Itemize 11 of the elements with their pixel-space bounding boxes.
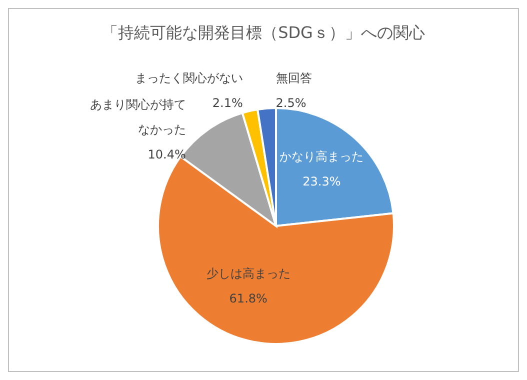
data-label: 2.1% <box>212 96 243 110</box>
slice-label: 無回答 <box>276 71 312 86</box>
data-label: 2.5% <box>276 96 306 110</box>
chart-title: 「持続可能な開発目標（SDGｓ）」への関心 <box>101 23 426 44</box>
slice-label: あまり関心が持てなかった <box>90 98 186 137</box>
slice-label: まったく関心がない <box>134 71 243 86</box>
data-label: 23.3% <box>302 174 341 189</box>
data-label: 10.4% <box>148 148 186 162</box>
data-label: 61.8% <box>229 292 268 306</box>
slice-label: かなり高まった <box>280 150 364 164</box>
slice-label: 少しは高まった <box>206 266 290 281</box>
